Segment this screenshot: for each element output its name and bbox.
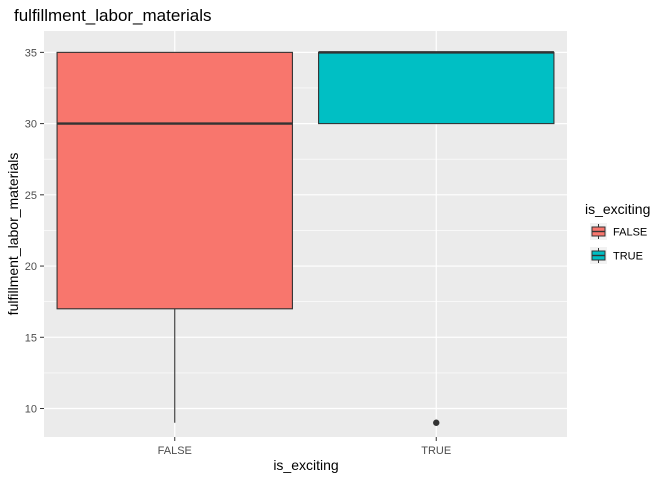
legend-key-true bbox=[590, 247, 607, 264]
y-tick-label: 35 bbox=[25, 47, 37, 59]
box-iqr bbox=[56, 51, 293, 310]
x-axis: FALSE TRUE bbox=[158, 437, 451, 457]
legend-label: TRUE bbox=[613, 251, 643, 263]
chart-title: fulfillment_labor_materials bbox=[14, 6, 211, 25]
legend: is_exciting FALSE TRUE bbox=[585, 201, 650, 264]
legend-title: is_exciting bbox=[585, 201, 650, 217]
box-true bbox=[318, 51, 555, 426]
y-tick-label: 15 bbox=[25, 332, 37, 344]
y-tick-label: 20 bbox=[25, 261, 37, 273]
y-tick-label: 10 bbox=[25, 404, 37, 416]
legend-key-false bbox=[590, 223, 607, 240]
box-iqr bbox=[318, 51, 555, 125]
box-false bbox=[56, 51, 293, 423]
boxplots bbox=[56, 51, 555, 426]
y-axis-title: fulfillment_labor_materials bbox=[5, 153, 21, 316]
y-tick-label: 25 bbox=[25, 190, 37, 202]
legend-label: FALSE bbox=[613, 227, 647, 239]
x-tick-label: TRUE bbox=[421, 445, 451, 457]
y-axis: 10 15 20 25 30 35 bbox=[25, 47, 44, 416]
y-tick-label: 30 bbox=[25, 119, 37, 131]
x-axis-title: is_exciting bbox=[273, 457, 338, 473]
outlier-point bbox=[433, 419, 440, 426]
x-tick-label: FALSE bbox=[158, 445, 192, 457]
